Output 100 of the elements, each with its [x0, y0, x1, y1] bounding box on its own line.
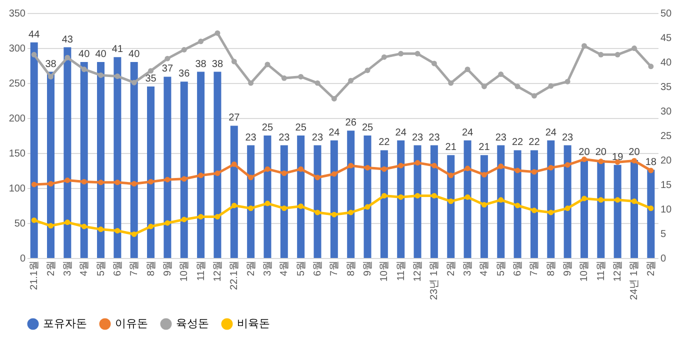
data-label: 40: [95, 49, 107, 60]
point: [414, 160, 420, 166]
x-tick-label: 5월: [296, 260, 307, 276]
legend-label: 이유돈: [115, 318, 148, 330]
x-tick-label: 3월: [262, 260, 274, 276]
y-tick-label: 0: [20, 254, 26, 264]
point: [648, 168, 654, 174]
x-tick-label: 4월: [79, 260, 90, 276]
point: [248, 206, 254, 212]
point: [214, 214, 220, 220]
y2-tick-label: 20: [660, 156, 672, 166]
data-label: 44: [28, 29, 40, 40]
data-label: 18: [645, 156, 657, 168]
point: [31, 52, 37, 58]
x-tick-label: 10월: [579, 260, 590, 282]
point: [331, 212, 337, 218]
point: [581, 156, 587, 162]
bar: [330, 140, 338, 258]
data-label: 38: [45, 58, 57, 70]
point: [298, 203, 304, 209]
point: [614, 52, 620, 58]
data-label: 23: [562, 132, 574, 144]
data-label: 35: [145, 74, 157, 84]
point: [398, 194, 404, 200]
point: [181, 47, 187, 52]
bar: [397, 140, 405, 258]
data-label: 23: [312, 132, 324, 144]
point: [348, 210, 354, 216]
point: [481, 172, 487, 178]
point: [431, 192, 437, 198]
bar: [580, 160, 588, 258]
data-label: 23: [412, 132, 424, 144]
x-tick-label: 5월: [96, 260, 107, 276]
point: [598, 52, 604, 58]
data-label: 21: [478, 142, 490, 154]
x-tick-label: 23년 1월: [429, 260, 440, 300]
y2-tick-label: 5: [660, 229, 666, 240]
point: [481, 84, 487, 90]
data-label: 19: [612, 152, 624, 163]
data-label: 24: [545, 127, 557, 138]
data-label: 20: [628, 147, 640, 158]
point: [164, 220, 170, 226]
point: [364, 204, 370, 210]
point: [281, 206, 287, 212]
point: [531, 169, 537, 175]
bar: [80, 62, 88, 258]
point: [364, 164, 370, 170]
data-label: 40: [128, 49, 140, 60]
point: [414, 192, 420, 198]
x-tick-label: 3월: [462, 260, 474, 276]
bar: [97, 62, 105, 258]
data-label: 21: [445, 142, 457, 154]
point: [198, 214, 204, 220]
bar: [197, 72, 205, 258]
point: [614, 197, 620, 203]
point: [414, 50, 420, 56]
y-tick-label: 200: [8, 114, 26, 124]
x-tick-label: 11월: [196, 260, 207, 281]
x-tick-label: 5월: [496, 260, 507, 276]
bar: [47, 72, 55, 258]
point: [531, 208, 537, 214]
data-label: 23: [428, 132, 440, 144]
y2-tick-label: 35: [660, 82, 672, 93]
data-label: 37: [162, 64, 174, 75]
point: [64, 220, 70, 226]
x-tick-label: 8월: [346, 260, 357, 276]
point: [314, 210, 320, 216]
bar: [630, 160, 638, 258]
point: [464, 194, 470, 200]
x-tick-label: 7월: [129, 260, 140, 276]
data-label: 27: [228, 112, 240, 124]
x-tick-label: 9월: [562, 260, 574, 276]
point: [114, 228, 120, 234]
data-label: 25: [262, 122, 274, 134]
bar: [64, 47, 72, 258]
bar: [564, 145, 572, 258]
point: [131, 181, 137, 187]
point: [281, 75, 287, 81]
data-label: 41: [112, 44, 124, 56]
y2-tick-label: 10: [660, 204, 672, 216]
point: [598, 197, 604, 203]
legend-label: 비육돈: [237, 318, 270, 330]
point: [81, 66, 87, 72]
point: [648, 64, 654, 70]
bar: [130, 62, 138, 258]
y2-tick-label: 40: [660, 58, 672, 68]
point: [114, 180, 120, 186]
point: [548, 210, 554, 216]
data-label: 24: [328, 127, 340, 138]
data-label: 38: [212, 58, 224, 70]
x-tick-label: 24년 1월: [629, 260, 640, 300]
bar: [430, 145, 438, 258]
x-tick-label: 12월: [612, 260, 624, 282]
point: [448, 172, 454, 178]
y2-tick-label: 15: [660, 180, 672, 191]
point: [198, 172, 204, 178]
point: [548, 164, 554, 170]
x-tick-label: 22.1월: [229, 260, 240, 290]
point: [64, 54, 70, 60]
point: [464, 66, 470, 72]
